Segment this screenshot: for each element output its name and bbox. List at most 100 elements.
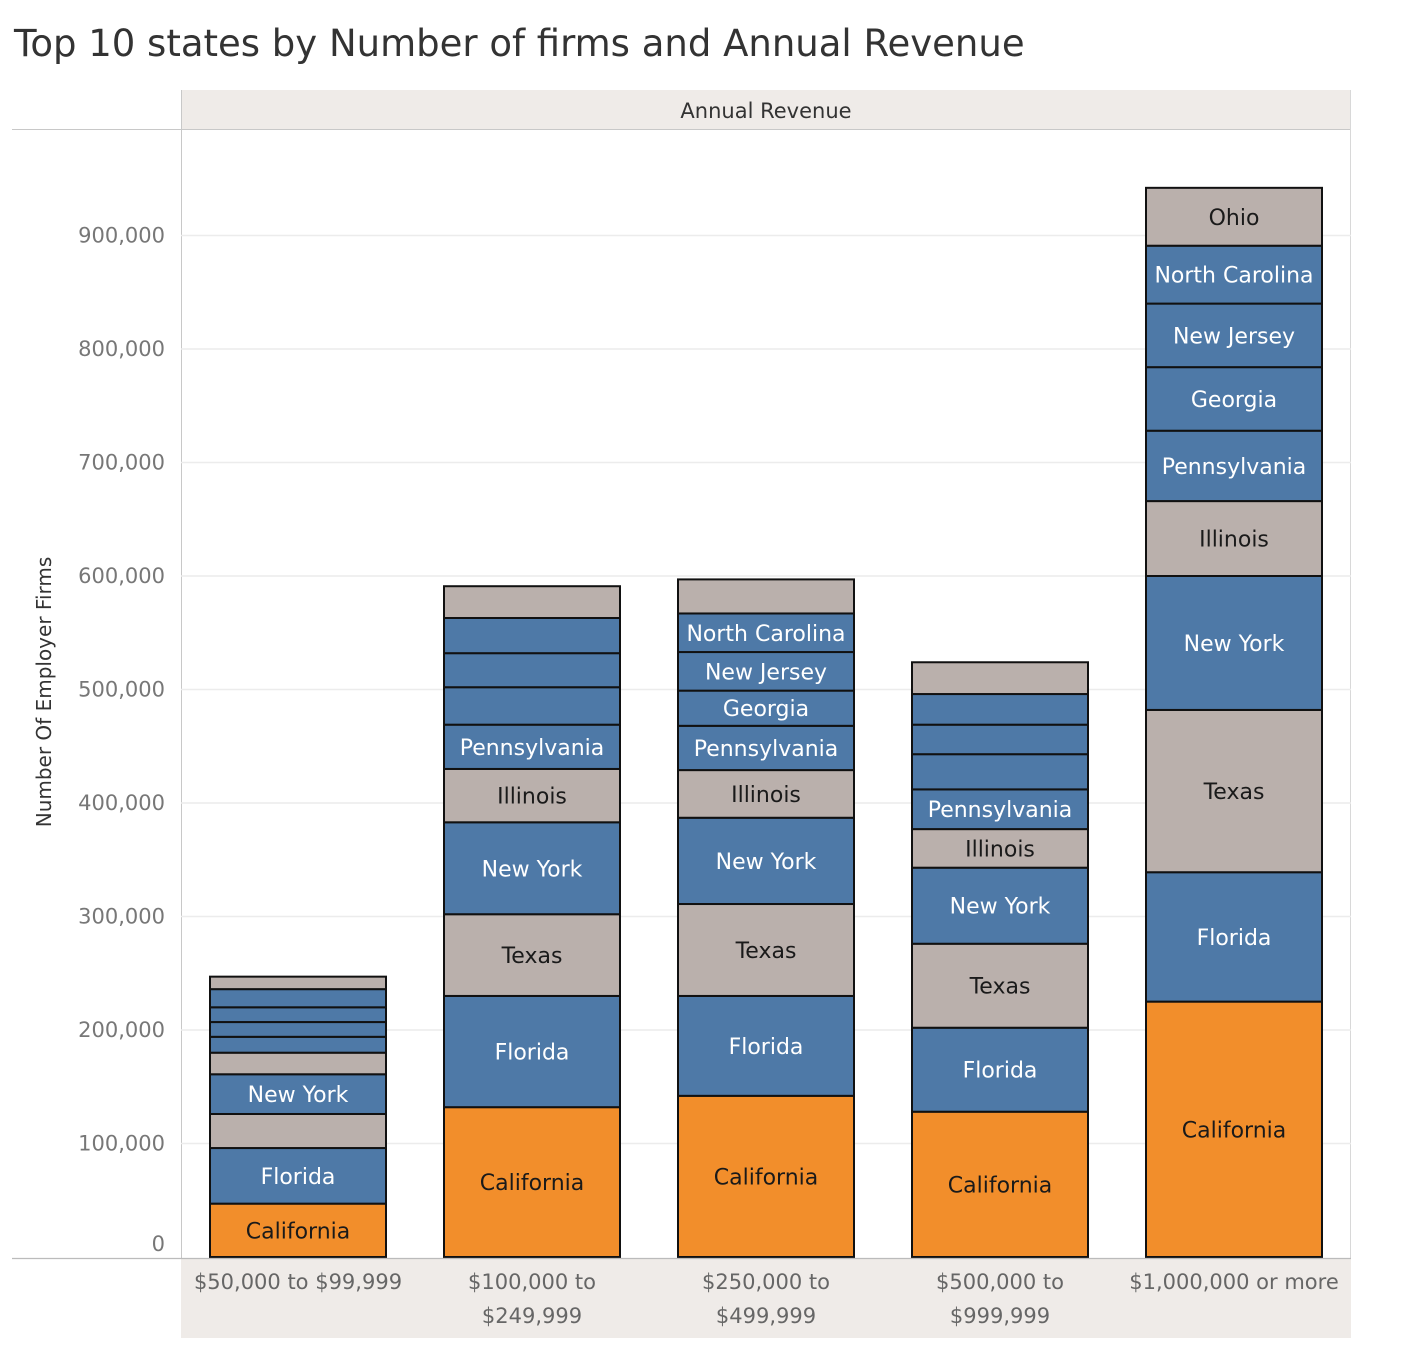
bar-segment xyxy=(1145,708,1323,874)
x-category-label: $999,999 xyxy=(950,1304,1050,1328)
bar-segment xyxy=(1145,244,1323,305)
bar-segment xyxy=(677,578,855,615)
bar-segment xyxy=(209,1147,387,1205)
x-category-label: $50,000 to $99,999 xyxy=(194,1270,402,1294)
bar-segment xyxy=(677,1094,855,1258)
bar-segment xyxy=(911,942,1089,1029)
x-category-label: $499,999 xyxy=(716,1304,816,1328)
bar-segment xyxy=(443,686,621,726)
y-tick-label: 700,000 xyxy=(78,451,165,475)
x-axis-categories: $50,000 to $99,999 $100,000 to $249,999 $25… xyxy=(194,1270,1339,1328)
segment-label: Pennsylvania xyxy=(928,798,1073,823)
segment-label: Ohio xyxy=(1209,206,1260,231)
bar-segment xyxy=(443,767,621,824)
bar-segment xyxy=(911,866,1089,945)
segment-label: Florida xyxy=(963,1059,1038,1084)
x-category-label: $500,000 to xyxy=(936,1270,1064,1294)
bar-segment xyxy=(209,1051,387,1076)
bar-segment xyxy=(677,651,855,692)
bar-segment xyxy=(443,821,621,916)
bar-segment xyxy=(911,753,1089,791)
bar-segment xyxy=(1145,302,1323,369)
x-category-label: $249,999 xyxy=(482,1304,582,1328)
segment-label: Florida xyxy=(1197,926,1272,951)
y-tick-label: 500,000 xyxy=(78,678,165,702)
y-tick-label: 200,000 xyxy=(78,1018,165,1042)
segment-label: California xyxy=(714,1165,818,1190)
bar-segment xyxy=(1145,186,1323,247)
segment-label: California xyxy=(480,1171,584,1196)
segment-label: Pennsylvania xyxy=(460,736,605,761)
bar-segment xyxy=(443,652,621,689)
category-axis-band xyxy=(181,1258,1351,1338)
segment-label: North Carolina xyxy=(686,622,845,647)
segment-label: California xyxy=(246,1219,350,1244)
y-axis-ticks: 0 100,000 200,000 300,000 400,000 500,000 600,… xyxy=(78,224,165,1257)
y-tick-label: 100,000 xyxy=(78,1132,165,1156)
bar-segment xyxy=(911,828,1089,869)
bar-segment xyxy=(677,724,855,772)
bar-segment xyxy=(911,693,1089,726)
bar-segment xyxy=(443,585,621,619)
column-header-label: Annual Revenue xyxy=(680,99,851,123)
segment-label: Texas xyxy=(969,975,1031,1000)
column-header-band xyxy=(181,90,1351,129)
bar-segment xyxy=(443,723,621,770)
bar-segment xyxy=(677,612,855,654)
segment-label: New Jersey xyxy=(1173,324,1295,349)
bar-segment xyxy=(1145,871,1323,1003)
x-category-label: $250,000 to xyxy=(702,1270,830,1294)
bar-segment xyxy=(209,975,387,991)
segment-label: New York xyxy=(950,895,1051,920)
segment-label: Georgia xyxy=(723,697,809,722)
bar-segment xyxy=(1145,575,1323,711)
segment-label: Florida xyxy=(495,1041,570,1066)
bar-segment xyxy=(911,788,1089,831)
segment-label: Pennsylvania xyxy=(1162,455,1307,480)
bar-segment xyxy=(1145,366,1323,432)
bar-segment xyxy=(209,1021,387,1038)
bar-segment xyxy=(911,661,1089,696)
segment-label: North Carolina xyxy=(1154,264,1313,289)
segment-label: Illinois xyxy=(1199,528,1269,553)
bar-segment xyxy=(209,1006,387,1024)
y-tick-label: 0 xyxy=(152,1232,165,1256)
bar-segment xyxy=(677,769,855,819)
segment-label: Illinois xyxy=(965,837,1035,862)
chart-title: Top 10 states by Number of firms and Ann… xyxy=(14,22,1025,65)
segment-label: New York xyxy=(248,1083,349,1108)
segment-label: California xyxy=(1182,1118,1286,1143)
bar-segment xyxy=(911,1110,1089,1258)
bar-segment xyxy=(209,988,387,1009)
y-axis-title: Number Of Employer Firms xyxy=(32,557,56,828)
bar-segment xyxy=(443,913,621,997)
y-tick-label: 300,000 xyxy=(78,905,165,929)
bars: California Florida New York California Flori… xyxy=(209,186,1323,1259)
y-tick-label: 400,000 xyxy=(78,791,165,815)
segment-label: Texas xyxy=(1203,780,1265,805)
segment-label: Illinois xyxy=(497,785,567,810)
bar-segment xyxy=(443,616,621,655)
y-tick-label: 600,000 xyxy=(78,564,165,588)
x-category-label: $1,000,000 or more xyxy=(1129,1270,1338,1294)
segment-label: Illinois xyxy=(731,783,801,808)
bar-segment xyxy=(443,994,621,1109)
segment-label: Texas xyxy=(735,939,797,964)
segment-label: Texas xyxy=(501,944,563,969)
segment-label: New Jersey xyxy=(705,660,827,685)
y-tick-label: 900,000 xyxy=(78,224,165,248)
segment-label: Florida xyxy=(261,1165,336,1190)
bar-segment xyxy=(911,1026,1089,1113)
segment-label: New York xyxy=(1184,632,1285,657)
bar-segment xyxy=(1145,1000,1323,1258)
segment-label: Pennsylvania xyxy=(694,737,839,762)
bar-segment xyxy=(209,1112,387,1150)
segment-label: Florida xyxy=(729,1035,804,1060)
segment-label: New York xyxy=(482,857,583,882)
bar-segment xyxy=(209,1035,387,1054)
bar-segment xyxy=(1145,429,1323,503)
bar-segment xyxy=(911,723,1089,756)
x-category-label: $100,000 to xyxy=(468,1270,596,1294)
y-tick-label: 800,000 xyxy=(78,337,165,361)
